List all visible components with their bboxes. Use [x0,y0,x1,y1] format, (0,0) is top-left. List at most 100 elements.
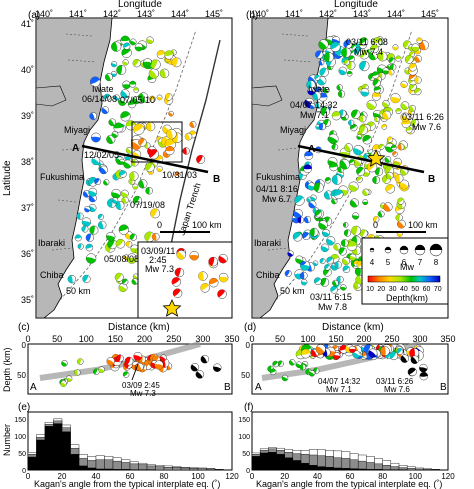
section-event [213,363,222,372]
section-event [77,358,84,365]
section-d-ev2-date: 03/11 6:26 [376,377,414,386]
histogram-bar [197,468,207,471]
depth-colorbar [367,275,441,283]
section-c-x-tick: 200 [137,334,152,344]
event-marker [82,190,91,198]
histogram-f-x-tick: 120 [441,472,455,481]
legend-mw-title: Mw [400,262,414,272]
event-marker [106,231,116,242]
section-d-x-tick: 250 [384,334,399,344]
event-marker [342,265,351,273]
histogram-f-x-tick: 80 [378,472,387,481]
histogram-f-x-tick: 40 [313,472,322,481]
event-marker [166,128,177,140]
event-marker [121,196,129,204]
histogram-bar [333,467,343,471]
event-marker [118,283,128,293]
event-marker [362,134,372,145]
section-d-a: A [255,382,262,393]
event-marker [343,59,351,66]
event-marker [392,44,399,51]
section-c-x-tick: 250 [166,334,181,344]
event-marker [348,181,359,192]
section-event [410,355,420,364]
event-marker [416,37,423,44]
event-marker [122,80,131,89]
distance-title-c: Distance (km) [108,322,170,333]
section-event [400,354,409,363]
histogram-bar [61,431,71,471]
event-marker [340,284,347,291]
event-marker [315,210,323,218]
prefecture-borders-a [51,33,97,251]
event-marker [383,202,393,212]
event-marker [388,69,395,76]
mw-legend-ball [369,247,375,253]
event-marker [397,143,405,151]
lon-tick-b: 143˚ [353,9,371,19]
event-marker [411,43,420,52]
histogram-bar [382,465,392,471]
event-marker [353,145,364,156]
event-marker [156,165,163,172]
event-marker [411,118,420,127]
event-marker [133,123,145,135]
section-event [368,348,378,358]
event-marker [132,273,139,280]
section-event [281,374,289,382]
histogram-bar [357,468,367,471]
event-marker [115,238,126,249]
event-marker [145,187,153,195]
section-event [380,346,390,356]
event-marker [122,59,129,66]
section-c-arrow [131,363,139,381]
histogram-bar [415,468,424,471]
event-marker [292,231,303,242]
profile-line-b [297,144,425,174]
label-contour-50km-b: 50 km [280,286,305,296]
event-marker [395,108,402,114]
event-marker [94,178,102,186]
histogram-f-y-tick: 0 [246,468,250,475]
section-event [272,360,279,368]
histogram-bar [44,426,54,471]
event-marker [123,42,131,50]
event-marker [119,170,127,178]
event-markers-a [67,35,206,293]
event-marker [372,79,381,88]
histogram-bar [95,468,105,471]
lon-tick-a: 144˚ [171,9,189,19]
event-marker [76,212,84,220]
event-marker [395,214,403,222]
histogram-bar [121,462,131,471]
event-marker [300,279,308,286]
section-c-ev-date: 03/09 2:45 [122,381,160,390]
inset-panel-a: 03/09/11 2:45 Mw 7.3 [137,241,233,319]
event-marker [324,264,331,271]
panel-b-label: (b) [246,10,258,21]
event-marker [405,126,413,134]
peninsula-land-a [36,85,67,107]
histogram-bar [138,464,148,471]
depth-tick: 40 [400,286,408,293]
event-marker [348,55,355,63]
histogram-bar [423,469,432,471]
event-marker [148,68,160,79]
section-c-y-tick: 0 [22,341,27,350]
event-marker [126,253,137,264]
histogram-bar [70,454,80,471]
histogram-e-bars [27,418,224,471]
event-marker [84,206,91,213]
depth-tick: 50 [411,286,419,293]
event-marker [299,271,308,280]
histogram-bar [259,452,269,471]
event-marker [150,59,161,70]
lat-tick: 40˚ [21,65,34,75]
event-marker [129,233,137,241]
section-panel-d: A B 04/07 14:32 Mw 7.1 03/11 6:26 Mw 7.6 [251,341,449,395]
event-marker [174,171,181,178]
event-marker [309,227,319,237]
event-marker [356,166,366,176]
map-panel-a: A B Iwate 06/14/08 Miyagi Fukushima Ibar… [35,17,233,319]
